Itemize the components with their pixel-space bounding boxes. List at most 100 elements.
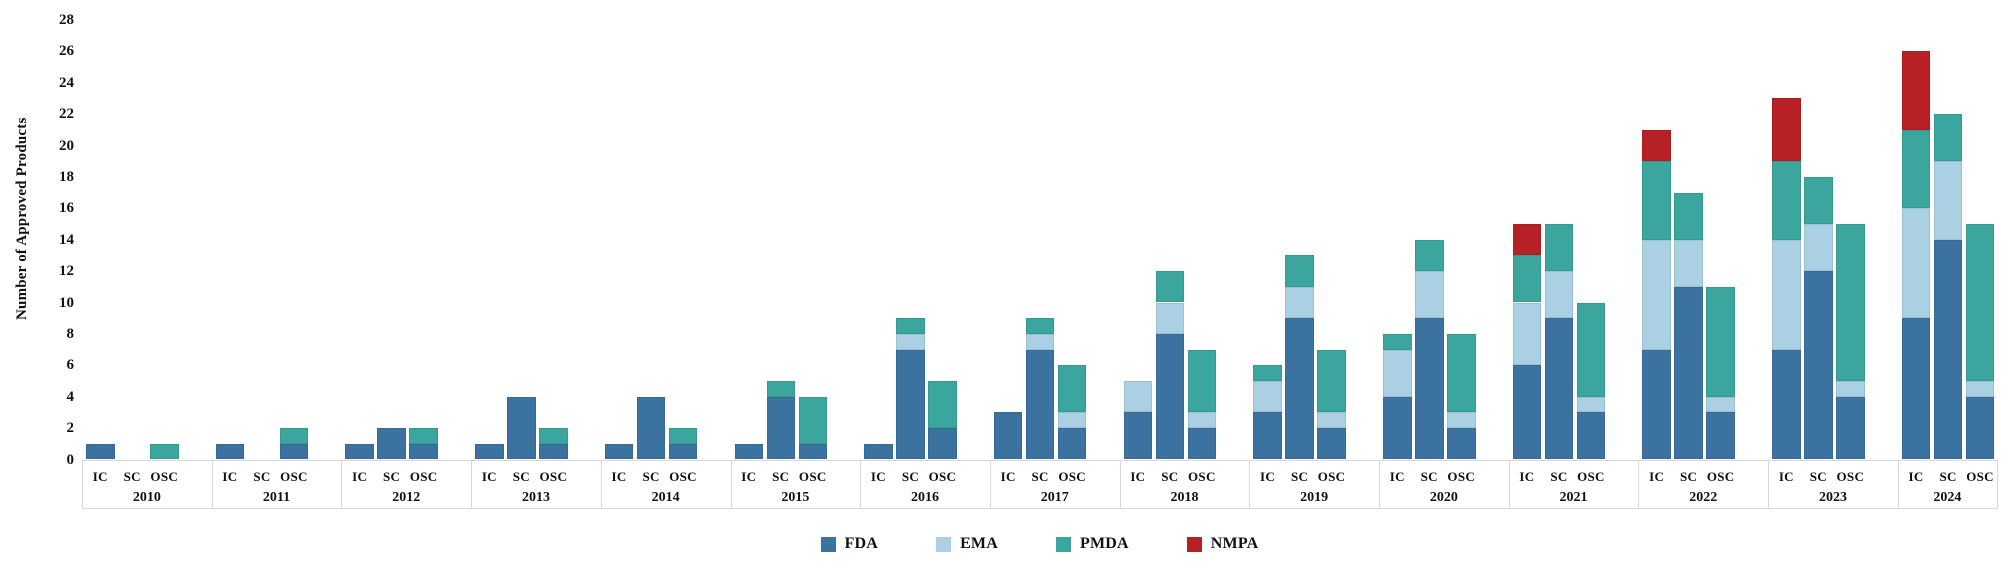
legend-item-pmda: PMDA [1056,535,1129,553]
bar-segment-ema-2020-sc [1415,271,1444,319]
subcategory-label-osc: OSC [1317,468,1346,484]
year-label: 2013 [521,489,550,505]
bar-segment-pmda-2013-osc [539,428,568,444]
bar-segment-fda-2018-sc [1155,333,1185,460]
category-group-separator [471,459,473,509]
bar-segment-fda-2024-osc [1965,396,1995,460]
subcategory-label-osc: OSC [798,468,827,484]
y-axis-tick-label: 28 [59,11,74,28]
bar-segment-fda-2012-sc [377,428,406,460]
bar-segment-ema-2024-osc [1965,381,1995,397]
bar-segment-ema-2022-ic [1642,239,1671,350]
legend-label: EMA [960,535,998,552]
bar-segment-fda-2019-sc [1285,318,1314,460]
bar-segment-fda-2018-ic [1123,412,1153,460]
subcategory-label-ic: IC [741,468,757,484]
legend-item-fda: FDA [820,535,878,553]
bar-segment-fda-2021-osc [1576,412,1606,460]
y-axis-tick-label: 22 [59,106,74,123]
year-label: 2020 [1429,489,1458,505]
legend-swatch-ema [936,536,952,552]
bar-segment-fda-2015-sc [766,396,795,460]
subcategory-label-sc: SC [1031,468,1049,484]
subcategory-label-ic: IC [481,468,497,484]
subcategory-label-ic: IC [222,468,238,484]
subcategory-label-sc: SC [642,468,660,484]
bar-segment-pmda-2019-ic [1253,365,1282,381]
bar-segment-pmda-2018-osc [1187,349,1217,413]
year-label: 2011 [262,489,291,505]
subcategory-label-ic: IC [611,468,627,484]
bar-segment-ema-2022-sc [1674,239,1703,287]
bar-segment-fda-2014-ic [604,443,634,460]
bar-segment-fda-2017-sc [1025,349,1055,460]
subcategory-label-osc: OSC [1706,468,1735,484]
subcategory-label-ic: IC [1000,468,1016,484]
subcategory-label-ic: IC [1908,468,1924,484]
subcategory-label-osc: OSC [1058,468,1086,484]
legend-label: PMDA [1080,535,1129,552]
bar-segment-ema-2021-sc [1544,271,1574,319]
category-group-separator [1379,459,1380,509]
bar-segment-ema-2023-osc [1836,381,1865,397]
y-axis-tick-label: 24 [59,74,74,91]
bar-segment-fda-2023-sc [1804,271,1833,460]
subcategory-label-sc: SC [772,468,790,484]
bar-segment-fda-2020-osc [1447,428,1476,460]
bar-segment-ema-2016-sc [896,333,925,350]
bar-segment-pmda-2021-osc [1576,302,1606,397]
y-axis-tick-label: 14 [59,231,74,248]
subcategory-label-osc: OSC [928,468,957,484]
bar-segment-fda-2016-ic [864,443,893,460]
y-axis-tick-label: 0 [66,451,75,468]
category-group-separator [1638,459,1640,509]
subcategory-label-osc: OSC [1966,468,1994,484]
subcategory-label-ic: IC [1649,468,1665,484]
year-label: 2015 [781,489,810,505]
bar-segment-fda-2014-osc [668,443,698,460]
year-label: 2023 [1818,489,1847,505]
bar-segment-fda-2012-osc [409,443,438,460]
year-label: 2022 [1689,489,1718,505]
category-group-separator [1897,459,1899,509]
category-group-separator [989,459,991,509]
bar-segment-ema-2022-osc [1706,396,1735,413]
bar-segment-ema-2017-sc [1025,333,1055,350]
bar-segment-pmda-2024-sc [1933,114,1963,162]
subcategory-label-sc: SC [1420,468,1438,484]
bar-segment-ema-2018-sc [1155,302,1185,334]
bar-segment-pmda-2022-osc [1706,286,1735,397]
bar-segment-ema-2018-ic [1123,381,1153,413]
subcategory-label-sc: SC [253,468,271,484]
x-axis-line [82,459,1997,461]
bar-segment-fda-2019-ic [1253,412,1282,460]
subcategory-label-sc: SC [1161,468,1179,484]
bar-segment-ema-2019-sc [1285,286,1314,319]
bar-segment-pmda-2024-ic [1901,129,1931,209]
y-axis-tick-label: 12 [59,263,74,280]
subcategory-label-osc: OSC [409,468,438,484]
bar-segment-fda-2020-sc [1415,318,1444,460]
category-group-separator [1119,459,1121,509]
year-label: 2018 [1170,489,1199,505]
bar-segment-ema-2020-ic [1383,349,1412,397]
bar-segment-ema-2019-osc [1317,412,1346,429]
year-label: 2017 [1040,489,1069,505]
bar-segment-ema-2018-osc [1187,412,1217,429]
category-group-separator [860,459,862,509]
y-axis-tick-label: 18 [59,168,74,185]
bar-segment-fda-2017-ic [993,412,1023,460]
year-label: 2010 [132,489,161,505]
legend-item-nmpa: NMPA [1186,535,1259,553]
bar-segment-pmda-2020-ic [1383,333,1412,350]
bar-segment-pmda-2011-osc [279,428,309,444]
category-group-separator [1508,459,1510,509]
subcategory-label-sc: SC [1809,468,1827,484]
bar-segment-pmda-2017-osc [1057,365,1087,413]
bar-segment-fda-2022-ic [1642,349,1671,460]
bar-segment-fda-2016-sc [896,349,925,460]
subcategory-label-osc: OSC [1447,468,1476,484]
bar-segment-pmda-2012-osc [409,428,438,444]
legend-swatch-fda [820,536,836,552]
y-axis-tick-label: 4 [66,388,75,405]
